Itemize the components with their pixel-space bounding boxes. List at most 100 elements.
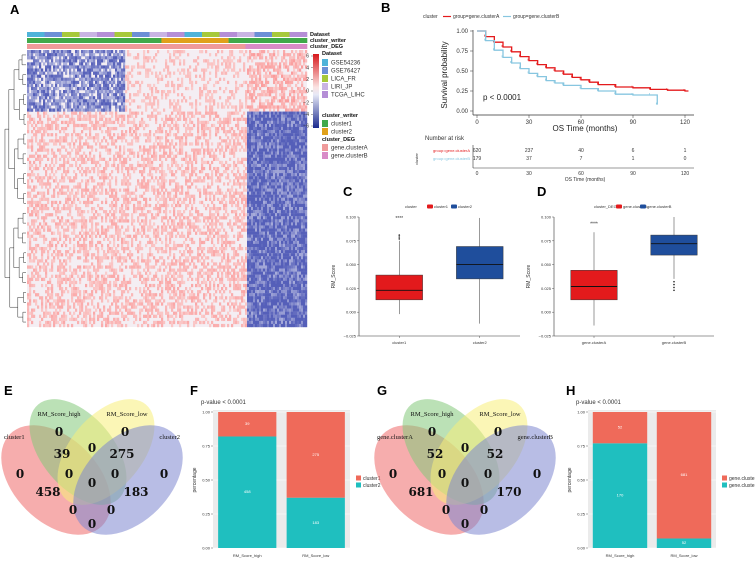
heatmap-cell	[177, 136, 180, 140]
heatmap-cell	[285, 219, 288, 223]
heatmap-cell	[217, 102, 220, 106]
heatmap-cell	[79, 96, 82, 100]
heatmap-cell	[229, 151, 232, 155]
heatmap-cell	[249, 53, 252, 57]
heatmap-cell	[105, 173, 108, 177]
heatmap-cell	[303, 77, 306, 81]
heatmap-cell	[273, 166, 276, 171]
heatmap-cell	[203, 185, 206, 189]
heatmap-cell	[97, 203, 100, 208]
heatmap-cell	[259, 222, 262, 226]
heatmap-cell	[159, 130, 162, 134]
heatmap-cell	[267, 157, 270, 161]
heatmap-cell	[91, 216, 94, 220]
heatmap-cell	[303, 139, 306, 143]
heatmap-cell	[187, 203, 190, 208]
heatmap-cell	[281, 90, 284, 94]
heatmap-cell	[31, 68, 34, 72]
heatmap-cell	[71, 53, 74, 57]
heatmap-cell	[215, 71, 218, 75]
heatmap-cell	[299, 114, 302, 118]
heatmap-cell	[255, 170, 258, 174]
heatmap-cell	[263, 120, 266, 125]
heatmap-cell	[259, 53, 262, 57]
heatmap-cell	[161, 231, 164, 235]
heatmap-cell	[189, 225, 192, 229]
heatmap-cell	[247, 148, 250, 152]
heatmap-cell	[299, 160, 302, 165]
heatmap-cell	[153, 166, 156, 171]
heatmap-cell	[149, 102, 152, 106]
heatmap-cell	[283, 203, 286, 208]
heatmap-cell	[119, 80, 122, 85]
heatmap-cell	[63, 111, 66, 115]
heatmap-cell	[71, 179, 74, 183]
heatmap-cell	[61, 96, 64, 100]
heatmap-cell	[37, 74, 40, 78]
heatmap-cell	[145, 68, 148, 72]
heatmap-cell	[247, 222, 250, 226]
heatmap-cell	[295, 210, 298, 214]
heatmap-cell	[289, 123, 292, 128]
heatmap-cell	[213, 157, 216, 161]
heatmap-cell	[111, 222, 114, 226]
heatmap-cell	[251, 117, 254, 121]
heatmap-cell	[301, 50, 304, 54]
heatmap-cell	[75, 65, 78, 69]
heatmap-cell	[143, 62, 146, 66]
heatmap-cell	[103, 136, 106, 140]
heatmap-cell	[277, 173, 280, 177]
heatmap-cell	[71, 83, 74, 88]
heatmap-cell	[243, 133, 246, 137]
heatmap-cell	[177, 117, 180, 121]
heatmap-cell	[277, 213, 280, 217]
heatmap-cell	[59, 80, 62, 85]
heatmap-cell	[189, 74, 192, 78]
heatmap-cell	[75, 234, 78, 238]
heatmap-cell	[89, 157, 92, 161]
heatmap-cell	[77, 185, 80, 189]
heatmap-cell	[301, 173, 304, 177]
heatmap-cell	[53, 194, 56, 198]
heatmap-cell	[45, 123, 48, 128]
heatmap-cell	[247, 216, 250, 220]
heatmap-cell	[289, 154, 292, 158]
heatmap-cell	[271, 154, 274, 158]
heatmap-cell	[305, 65, 308, 69]
heatmap-cell	[29, 120, 32, 125]
heatmap-cell	[297, 206, 300, 211]
heatmap-cell	[61, 163, 64, 168]
heatmap-cell	[287, 163, 290, 168]
heatmap-cell	[237, 206, 240, 211]
heatmap-cell	[203, 219, 206, 223]
heatmap-cell	[265, 182, 268, 186]
heatmap-cell	[149, 228, 152, 232]
heatmap-cell	[69, 105, 72, 109]
heatmap-cell	[297, 65, 300, 69]
heatmap-cell	[215, 133, 218, 137]
heatmap-cell	[295, 83, 298, 88]
heatmap-cell	[285, 182, 288, 186]
heatmap-cell	[131, 114, 134, 118]
heatmap-cell	[289, 111, 292, 115]
heatmap-cell	[51, 160, 54, 165]
heatmap-cell	[131, 222, 134, 226]
heatmap-cell	[227, 117, 230, 121]
heatmap-cell	[121, 93, 124, 97]
heatmap-cell	[41, 86, 44, 91]
heatmap-cell	[65, 90, 68, 94]
heatmap-cell	[43, 206, 46, 211]
heatmap-cell	[135, 111, 138, 115]
heatmap-cell	[43, 145, 46, 149]
heatmap-cell	[47, 93, 50, 97]
heatmap-cell	[165, 197, 168, 202]
heatmap-cell	[189, 154, 192, 158]
heatmap-cell	[137, 231, 140, 235]
heatmap-cell	[267, 50, 270, 54]
heatmap-cell	[215, 65, 218, 69]
heatmap-cell	[263, 148, 266, 152]
heatmap-cell	[287, 216, 290, 220]
heatmap-cell	[153, 179, 156, 183]
heatmap-cell	[147, 160, 150, 165]
heatmap-cell	[213, 151, 216, 155]
